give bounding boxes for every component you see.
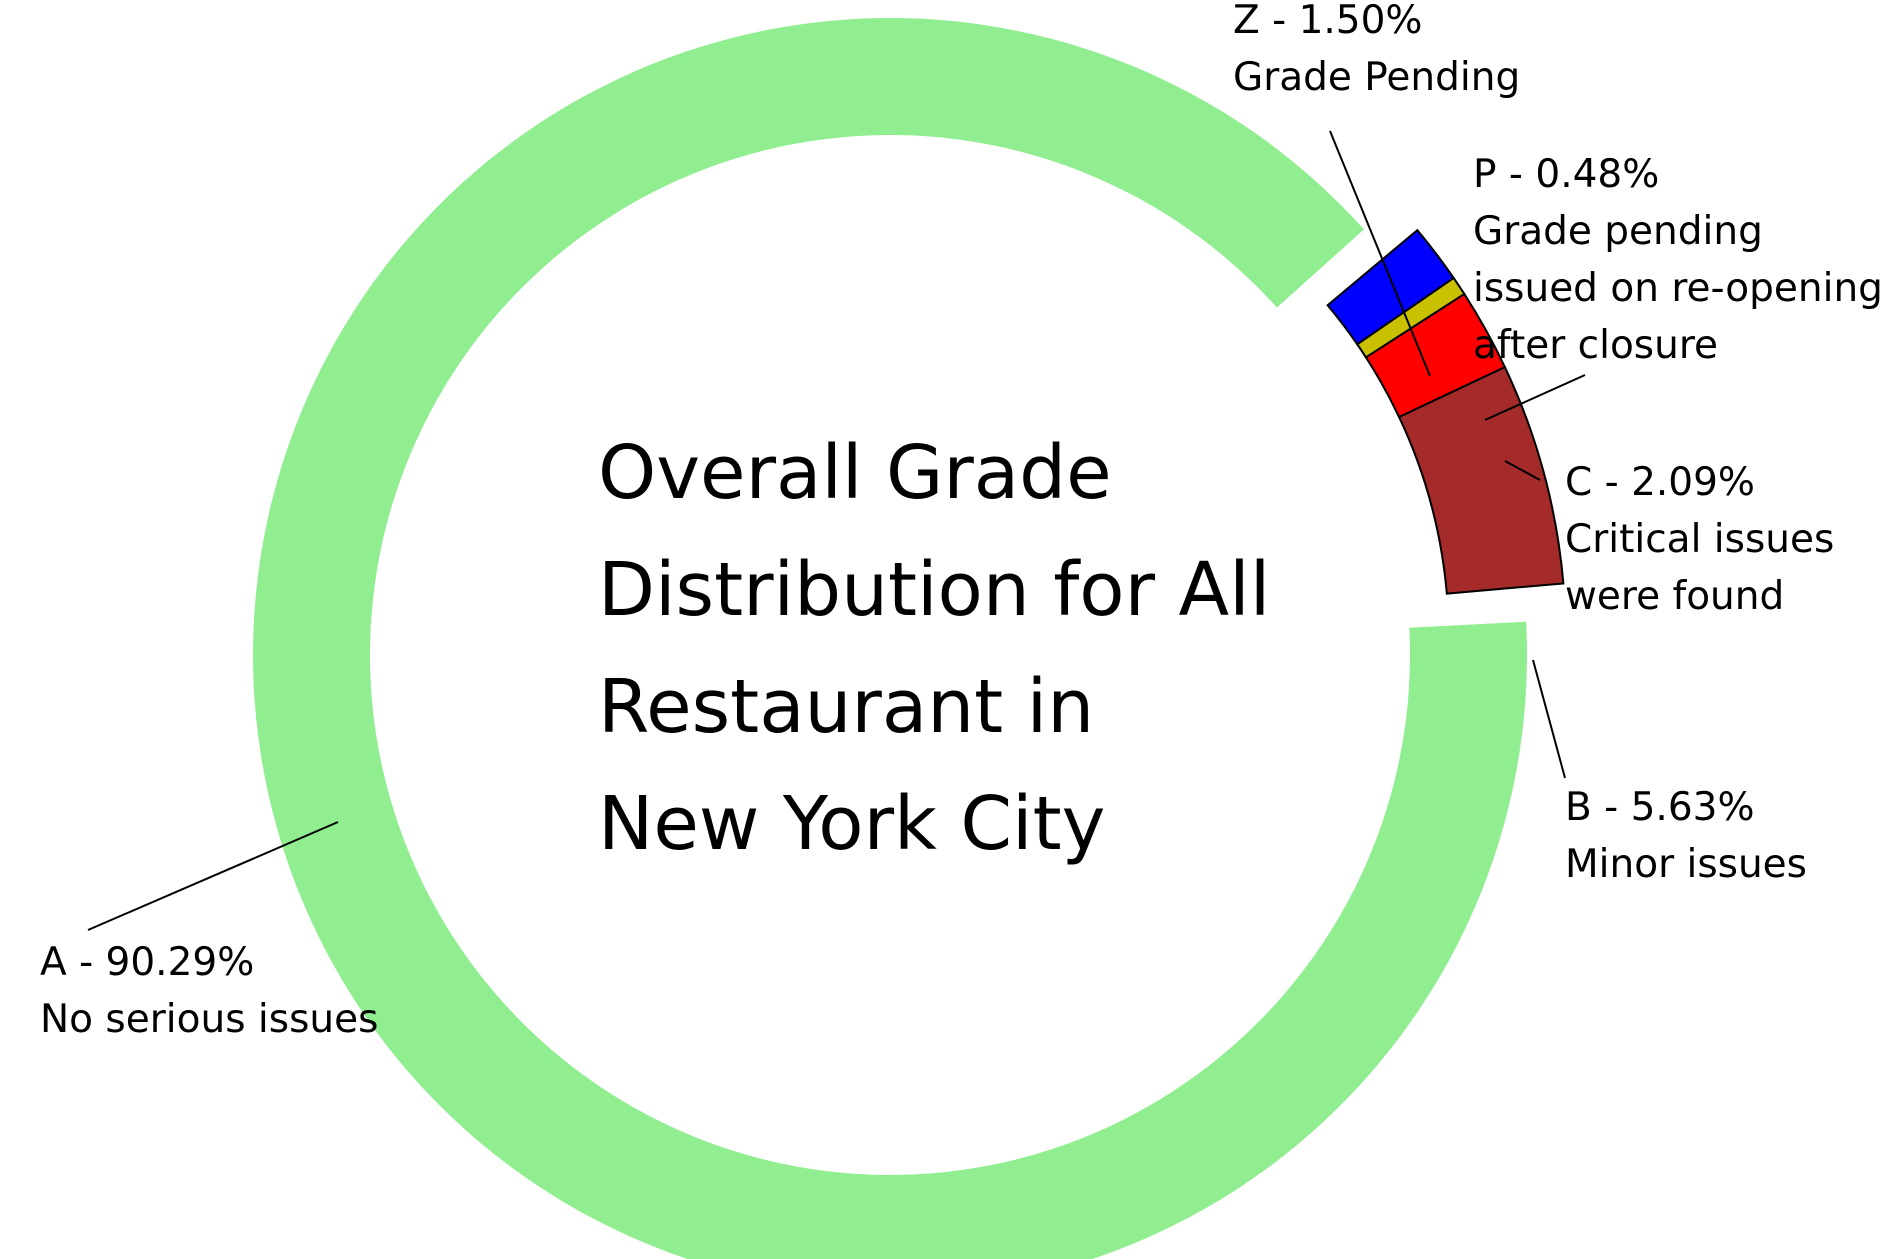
chart-title-line-3: Restaurant in — [598, 664, 1094, 750]
slice-label-p: P - 0.48% Grade pending issued on re-openi… — [1473, 152, 1883, 368]
slice-labels-layer: B - 5.63% Minor issues C - 2.09% Critical i… — [40, 0, 1883, 1042]
slice-label-p-line-3: issued on re-opening — [1473, 266, 1883, 311]
chart-title-line-2: Distribution for All — [598, 547, 1270, 633]
leader-lines-layer — [87, 130, 1586, 931]
slice-label-c-line-2: Critical issues — [1565, 517, 1834, 562]
chart-title-line-4: New York City — [598, 781, 1105, 867]
slice-label-c: C - 2.09% Critical issues were found — [1565, 460, 1834, 619]
slice-label-p-line-1: P - 0.48% — [1473, 152, 1659, 197]
chart-title: Overall Grade Distribution for All Resta… — [598, 430, 1294, 867]
leader-line-a — [87, 821, 339, 931]
slice-z — [1326, 228, 1456, 346]
leader-line-b — [1532, 659, 1566, 779]
slice-label-a: A - 90.29% No serious issues — [40, 940, 378, 1042]
slice-label-c-line-3: were found — [1565, 574, 1784, 619]
leader-line-z — [1329, 130, 1431, 377]
slice-label-a-line-1: A - 90.29% — [40, 940, 254, 985]
slice-label-z-line-2: Grade Pending — [1233, 55, 1520, 100]
slice-a — [253, 18, 1527, 1259]
slice-label-p-line-4: after closure — [1473, 323, 1718, 368]
slice-label-b-line-1: B - 5.63% — [1565, 785, 1755, 830]
chart-title-line-1: Overall Grade — [598, 430, 1112, 516]
leader-line-c — [1504, 460, 1541, 481]
slice-label-b: B - 5.63% Minor issues — [1565, 785, 1807, 887]
slice-label-z-line-1: Z - 1.50% — [1233, 0, 1422, 43]
leader-line-p — [1484, 374, 1586, 421]
slice-label-a-line-2: No serious issues — [40, 997, 378, 1042]
slice-label-c-line-1: C - 2.09% — [1565, 460, 1755, 505]
slice-label-p-line-2: Grade pending — [1473, 209, 1763, 254]
slice-label-z: Z - 1.50% Grade Pending — [1233, 0, 1520, 100]
slices-layer — [253, 18, 1565, 1259]
slice-label-b-line-2: Minor issues — [1565, 842, 1807, 887]
